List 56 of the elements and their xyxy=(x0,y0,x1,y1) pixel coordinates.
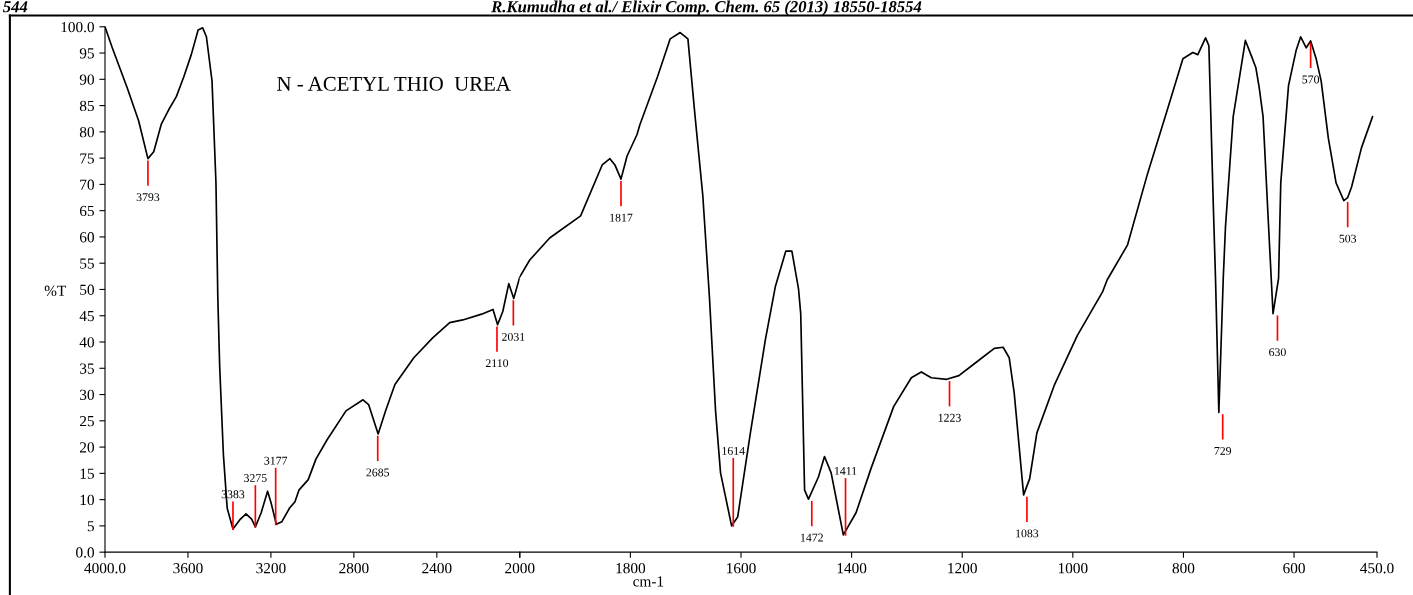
x-tick-label: 1400 xyxy=(837,563,867,574)
y-axis-title: %T xyxy=(44,285,66,296)
annotation: 3275 xyxy=(244,474,267,482)
x-tick-label: 600 xyxy=(1283,563,1305,574)
x-axis-title: cm-1 xyxy=(633,576,664,587)
annotation: 1614 xyxy=(722,446,745,455)
y-tick-label: 45 xyxy=(79,310,94,322)
annotation: 729 xyxy=(1214,446,1232,455)
x-tick-label: 1200 xyxy=(948,563,977,574)
annotation: 1083 xyxy=(1016,529,1039,538)
x-tick-label: 450.0 xyxy=(1360,563,1394,574)
text: N - ACETYL THIO UREA xyxy=(277,76,511,91)
x-tick-label: 1000 xyxy=(1058,563,1088,574)
annotation: 2110 xyxy=(485,359,509,368)
y-tick-label: 50 xyxy=(80,284,94,295)
annotation: 630 xyxy=(1269,348,1286,357)
y-tick-label: 25 xyxy=(79,416,94,427)
annotation: 1223 xyxy=(938,413,961,422)
annotation: 3177 xyxy=(264,456,288,465)
annotation: 2685 xyxy=(366,468,390,477)
annotation: 503 xyxy=(1339,234,1357,243)
annotation: 1817 xyxy=(610,213,633,222)
y-tick-label: 20 xyxy=(79,442,94,453)
y-tick-label: 70 xyxy=(80,179,94,190)
x-tick-label: 800 xyxy=(1172,563,1195,574)
y-tick-label: 15 xyxy=(80,468,94,479)
annotation: 2031 xyxy=(502,332,525,341)
x-tick-label: 3600 xyxy=(173,563,203,574)
annotation: 1411 xyxy=(834,467,857,475)
y-tick-label: 100.0 xyxy=(61,21,94,33)
y-tick-label: 5 xyxy=(87,521,94,532)
annotation: 1472 xyxy=(801,533,823,542)
y-tick-label: 30 xyxy=(80,389,94,400)
y-tick-label: 65 xyxy=(79,205,94,217)
y-tick-label: 0.0 xyxy=(76,547,94,558)
y-tick-label: 60 xyxy=(79,232,94,243)
text: R.Kumudha et al./ Elixir Comp. Chem. 65 (2013) 18550-18554 xyxy=(491,0,922,16)
x-tick-label: 2000 xyxy=(505,563,535,574)
y-tick-label: 85 xyxy=(79,100,94,112)
y-tick-label: 10 xyxy=(80,494,94,506)
x-tick-label: 2800 xyxy=(339,563,369,574)
y-tick-label: 80 xyxy=(79,126,94,138)
annotation: 570 xyxy=(1302,75,1320,84)
y-tick-label: 35 xyxy=(80,363,94,374)
x-tick-label: 2400 xyxy=(422,563,452,574)
x-tick-label: 4000.0 xyxy=(84,563,126,574)
y-tick-label: 55 xyxy=(80,258,94,269)
x-tick-label: 1800 xyxy=(616,563,646,574)
x-tick-label: 3200 xyxy=(256,563,286,574)
y-tick-label: 90 xyxy=(79,74,94,85)
y-tick-label: 95 xyxy=(79,48,94,59)
x-tick-label: 1600 xyxy=(727,563,756,574)
y-tick-label: 75 xyxy=(80,153,94,164)
y-tick-label: 40 xyxy=(79,337,94,348)
text: 544 xyxy=(3,1,28,13)
annotation: 3793 xyxy=(136,193,160,202)
